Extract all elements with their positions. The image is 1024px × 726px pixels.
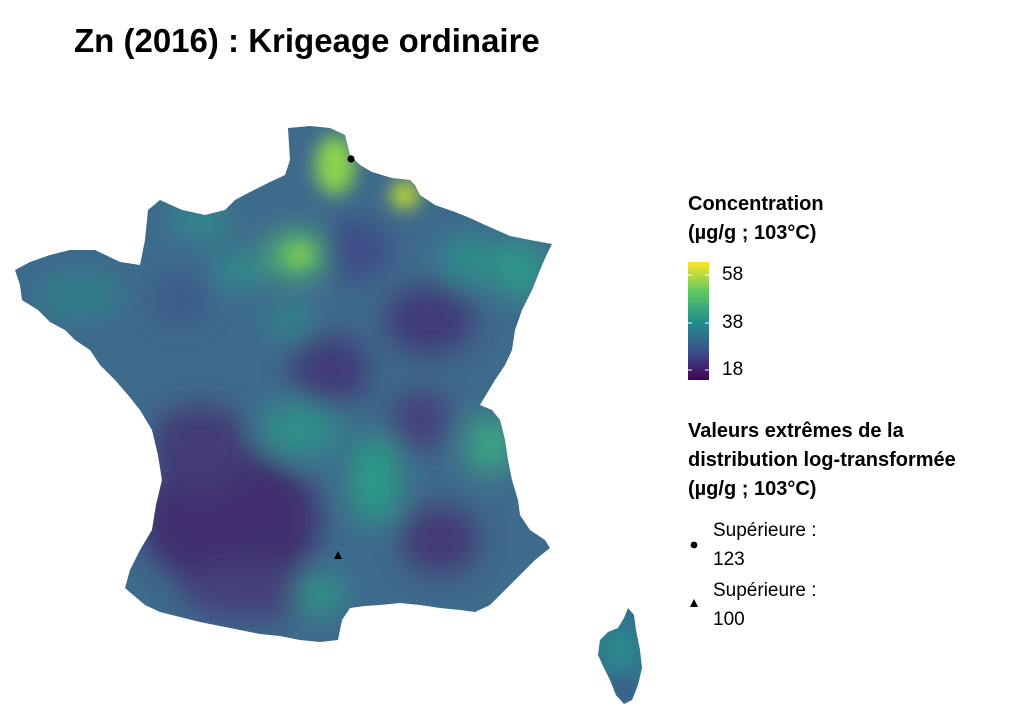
colorbar-tick-18: 18	[722, 359, 744, 380]
kriging-map	[15, 126, 642, 704]
mainland-surface	[15, 126, 552, 642]
colorbar-tick-58: 58	[722, 264, 744, 285]
map-title: Zn (2016) : Krigeage ordinaire	[74, 22, 540, 59]
extreme-triangle-marker	[334, 551, 342, 559]
extreme-circle-marker	[347, 155, 355, 163]
legend-triangle-label: Supérieure : 100	[713, 580, 817, 630]
legend-circle-label: Supérieure : 123	[713, 520, 817, 570]
concentration-legend-title: Concentration (µg/g ; 103°C)	[688, 193, 824, 244]
legend-circle-icon	[690, 541, 698, 549]
colorbar-tick-38: 38	[722, 312, 744, 333]
extremes-legend-title: Valeurs extrêmes de la distribution log-…	[688, 420, 956, 500]
legend-triangle-icon	[690, 599, 698, 607]
corsica-surface	[598, 608, 642, 704]
color-bar	[688, 262, 709, 380]
